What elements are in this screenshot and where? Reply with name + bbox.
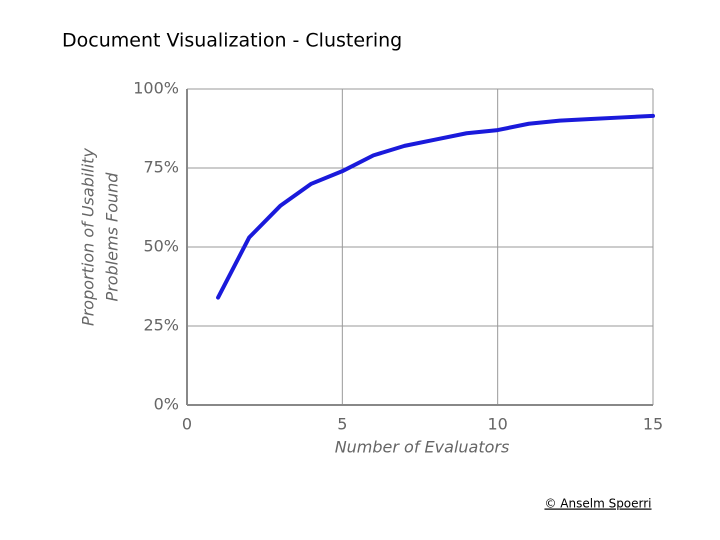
y-axis-label: Problems Found: [103, 172, 122, 302]
x-tick-label: 0: [182, 415, 192, 434]
x-tick-label: 10: [487, 415, 507, 434]
x-tick-label: 15: [643, 415, 663, 434]
y-tick-label: 75%: [143, 158, 179, 177]
y-tick-label: 100%: [133, 79, 179, 98]
y-tick-label: 25%: [143, 316, 179, 335]
slide-title: Document Visualization - Clustering: [62, 30, 402, 52]
x-axis-label: Number of Evaluators: [335, 438, 510, 457]
y-tick-label: 0%: [154, 395, 179, 414]
x-tick-label: 5: [337, 415, 347, 434]
credit-link[interactable]: © Anselm Spoerri: [544, 497, 651, 511]
y-axis-label: Proportion of Usability: [79, 148, 98, 326]
data-line: [216, 113, 655, 300]
y-tick-label: 50%: [143, 237, 179, 256]
